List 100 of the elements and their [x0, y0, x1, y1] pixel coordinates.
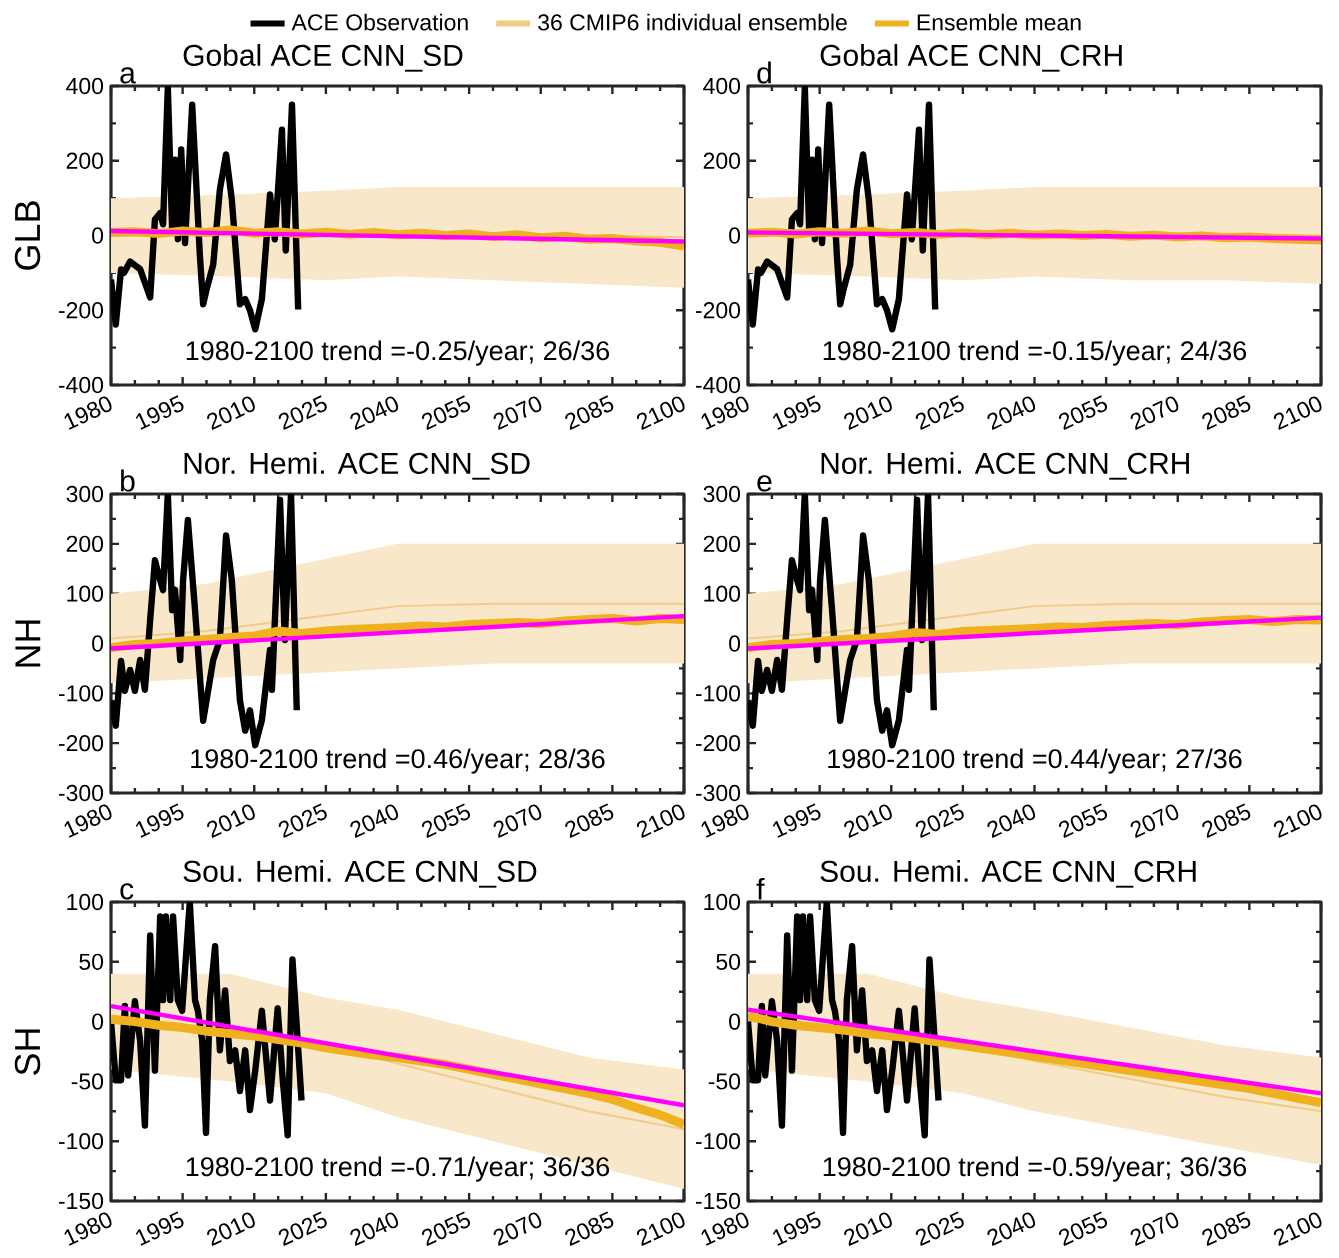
y-tick-label: 100 — [704, 893, 741, 911]
y-tick-label: 200 — [66, 535, 104, 552]
x-tick-label: 2010 — [844, 804, 892, 839]
y-tick-label: 50 — [716, 953, 741, 970]
x-tick-label: 2070 — [1130, 804, 1179, 839]
y-tick-label: -100 — [58, 1133, 104, 1150]
y-tick-label: -100 — [695, 685, 741, 702]
x-tick-label: 2055 — [1058, 395, 1108, 431]
y-tick-label: 0 — [92, 635, 104, 652]
x-tick-label: 2070 — [1130, 1212, 1179, 1247]
x-tick-label: 2100 — [636, 396, 685, 431]
x-tick-label: 2010 — [844, 396, 892, 431]
text: f — [756, 877, 765, 900]
x-tick-label: 2040 — [987, 1212, 1036, 1247]
y-tick-label: 0 — [92, 1013, 104, 1030]
x-tick-label: 2025 — [915, 1211, 964, 1247]
x-tick-label: 2025 — [915, 395, 964, 431]
y-tick-label: -100 — [58, 685, 104, 702]
text: a — [120, 67, 136, 84]
chart-title: Sou. Hemi. ACE CNN_CRH — [820, 859, 1196, 888]
annotation: 1980-2100 trend =-0.15/year; 24/36 — [823, 340, 1247, 366]
y-tick-label: -200 — [695, 735, 741, 752]
x-tick-label: 2085 — [1202, 803, 1251, 839]
x-tick-label: 2025 — [278, 1211, 327, 1247]
x-tick-label: 2100 — [636, 804, 685, 839]
legend-label: 36 CMIP6 individual ensemble — [538, 13, 847, 31]
x-tick-label: 2025 — [278, 803, 327, 839]
x-tick-label: 1980 — [701, 396, 749, 430]
y-tick-label: 200 — [703, 535, 741, 552]
x-tick-label: 2070 — [1130, 396, 1179, 431]
annotation: 1980-2100 trend =-0.71/year; 36/36 — [186, 1156, 610, 1182]
x-tick-label: 2040 — [350, 804, 399, 839]
x-tick-label: 1995 — [773, 1211, 821, 1246]
chart-title: Gobal ACE CNN_CRH — [820, 43, 1122, 72]
y-tick-label: 400 — [703, 77, 741, 95]
legend-label: ACE Observation — [291, 13, 468, 31]
y-tick-label: -200 — [695, 302, 741, 319]
y-tick-label: 0 — [729, 1013, 741, 1030]
text: b — [121, 469, 135, 492]
x-tick-label: 2010 — [844, 1212, 892, 1247]
chart-title: Gobal ACE CNN_SD — [183, 43, 463, 72]
x-tick-label: 2085 — [1202, 395, 1251, 431]
y-tick-label: -300 — [58, 784, 104, 802]
text: e — [757, 475, 772, 492]
chart-title: Nor. Hemi. ACE CNN_SD — [184, 451, 530, 480]
y-tick-label: -150 — [695, 1192, 741, 1210]
annotation: 1980-2100 trend =-0.59/year; 36/36 — [823, 1156, 1247, 1182]
x-tick-label: 2025 — [278, 395, 327, 431]
x-tick-label: 1995 — [773, 395, 821, 430]
x-tick-label: 1995 — [136, 1211, 184, 1246]
y-tick-label: 100 — [67, 893, 104, 911]
x-tick-label: 2085 — [565, 803, 614, 839]
y-tick-label: 200 — [66, 152, 104, 169]
x-tick-label: 2070 — [493, 804, 542, 839]
y-tick-label: -200 — [58, 735, 104, 752]
x-tick-label: 2100 — [1273, 396, 1322, 431]
annotation: 1980-2100 trend =-0.25/year; 26/36 — [186, 340, 610, 366]
x-tick-label: 2055 — [421, 395, 471, 431]
chart-title: Nor. Hemi. ACE CNN_CRH — [821, 451, 1189, 480]
x-tick-label: 2040 — [987, 396, 1036, 431]
y-tick-label: 0 — [729, 635, 741, 652]
y-tick-label: 300 — [66, 485, 104, 503]
y-tick-label: -300 — [695, 784, 741, 802]
x-tick-label: 2010 — [207, 396, 255, 431]
x-tick-label: 2100 — [636, 1212, 685, 1247]
chart-title: Sou. Hemi. ACE CNN_SD — [183, 859, 537, 888]
y-tick-label: -400 — [695, 376, 741, 394]
x-tick-label: 1980 — [64, 396, 112, 430]
x-tick-label: 2040 — [987, 804, 1036, 839]
x-tick-label: 1995 — [136, 803, 184, 838]
y-tick-label: -50 — [708, 1073, 741, 1090]
y-tick-label: 300 — [703, 485, 741, 503]
y-tick-label: -200 — [58, 302, 104, 319]
text: d — [757, 61, 771, 84]
y-tick-label: 400 — [66, 77, 104, 95]
annotation: 1980-2100 trend =0.44/year; 27/36 — [828, 748, 1242, 774]
y-tick-label: 0 — [729, 227, 741, 244]
y-tick-label: -150 — [58, 1192, 104, 1210]
y-tick-label: 50 — [79, 953, 104, 970]
y-axis-title: GLB — [14, 201, 41, 270]
y-tick-label: 100 — [67, 585, 104, 602]
legend-label: Ensemble mean — [917, 13, 1081, 31]
x-tick-label: 2040 — [350, 1212, 399, 1247]
x-tick-label: 1995 — [773, 803, 821, 838]
y-axis-title: SH — [14, 1029, 41, 1075]
x-tick-label: 2010 — [207, 1212, 255, 1247]
text: c — [120, 883, 134, 900]
x-tick-label: 1995 — [136, 395, 184, 430]
x-tick-label: 2055 — [1058, 1211, 1108, 1247]
y-tick-label: -400 — [58, 376, 104, 394]
x-tick-label: 1980 — [64, 1212, 112, 1246]
x-tick-label: 2040 — [350, 396, 399, 431]
y-axis-title: NH — [15, 620, 41, 667]
y-tick-label: 200 — [703, 152, 741, 169]
x-tick-label: 2100 — [1273, 804, 1322, 839]
y-tick-label: 0 — [92, 227, 104, 244]
x-tick-label: 1980 — [64, 804, 112, 838]
x-tick-label: 2085 — [565, 1211, 614, 1247]
x-tick-label: 2070 — [493, 396, 542, 431]
x-tick-label: 2085 — [565, 395, 614, 431]
